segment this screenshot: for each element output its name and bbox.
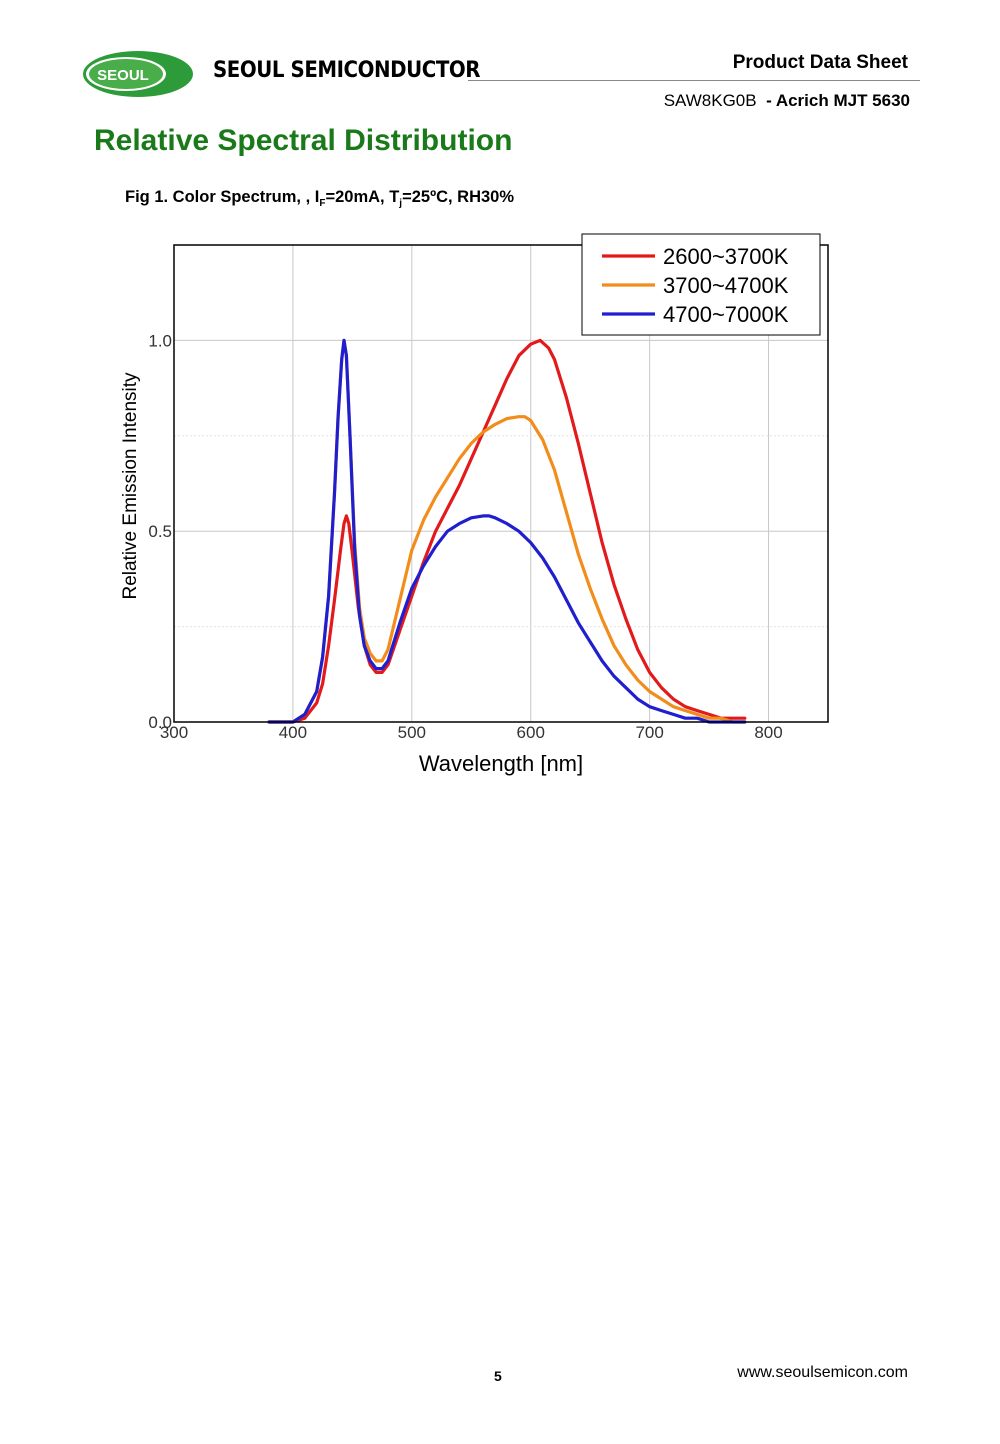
spectrum-chart: 300 400 500 600 700 800 0.0 0.5 1.0 Wavelength [n… bbox=[120, 233, 829, 776]
seoul-logo: SEOUL bbox=[83, 51, 193, 97]
legend-label-1: 2600~3700K bbox=[663, 244, 789, 269]
y-tick-label: 0.5 bbox=[148, 522, 172, 541]
legend-label-2: 3700~4700K bbox=[663, 273, 789, 298]
x-tick-label: 700 bbox=[635, 723, 663, 742]
logo-text: SEOUL bbox=[97, 67, 149, 84]
x-axis-label: Wavelength [nm] bbox=[419, 751, 583, 776]
x-tick-label: 800 bbox=[754, 723, 782, 742]
page-number: 5 bbox=[494, 1368, 502, 1384]
product-series: - Acrich MJT 5630 bbox=[766, 91, 910, 110]
figure-caption: Fig 1. Color Spectrum, , IF=20mA, Tj=25º… bbox=[125, 188, 515, 209]
x-tick-label: 600 bbox=[517, 723, 545, 742]
doc-type: Product Data Sheet bbox=[732, 52, 908, 73]
y-tick-label: 1.0 bbox=[148, 331, 172, 350]
x-tick-label: 500 bbox=[398, 723, 426, 742]
part-number: SAW8KG0B bbox=[663, 91, 757, 110]
series-line-3 bbox=[267, 338, 747, 724]
x-tick-label: 400 bbox=[279, 723, 307, 742]
section-title: Relative Spectral Distribution bbox=[94, 124, 513, 157]
plot-frame bbox=[173, 244, 829, 723]
website-url: www.seoulsemicon.com bbox=[737, 1364, 908, 1381]
series-line-1 bbox=[267, 338, 747, 724]
brand-name: SEOUL SEMICONDUCTOR bbox=[213, 58, 481, 83]
y-axis-label: Relative Emission Intensity bbox=[120, 372, 141, 600]
y-tick-label: 0.0 bbox=[148, 713, 172, 732]
x-tick-label: 300 bbox=[160, 723, 188, 742]
header-divider bbox=[468, 80, 920, 81]
legend-label-3: 4700~7000K bbox=[663, 302, 789, 327]
part-line: SAW8KG0B - Acrich MJT 5630 bbox=[664, 91, 910, 111]
